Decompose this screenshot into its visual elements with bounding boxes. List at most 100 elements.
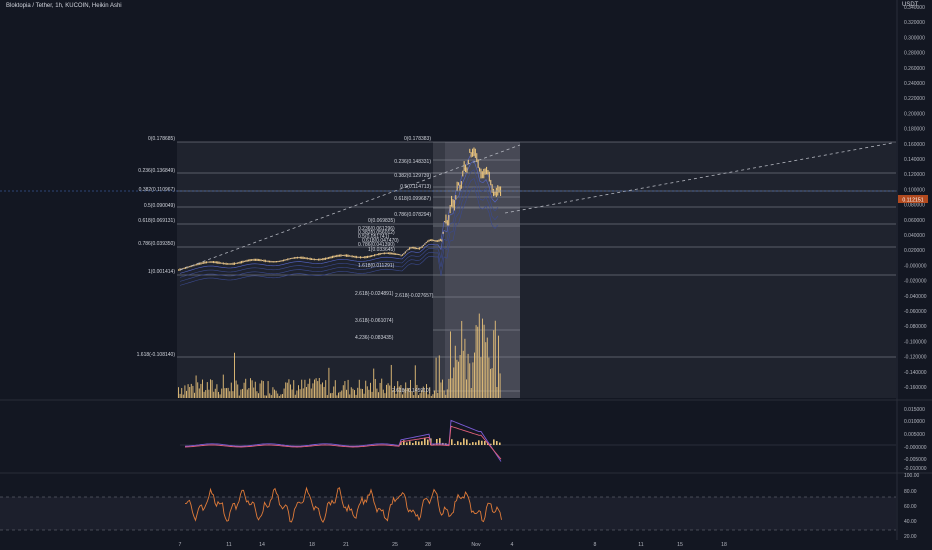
price-candle [402,254,404,256]
volume-bar [229,391,231,398]
volume-bar [406,387,408,398]
macd-signal-line [184,425,502,460]
price-candle [407,248,409,251]
price-candle [287,258,289,261]
price-candle [271,261,273,263]
volume-bar [184,385,186,398]
macd-tick-label: 0.005000 [904,432,925,438]
volume-bar [240,389,242,398]
price-candle [200,262,202,265]
volume-bar [286,382,288,398]
price-candle [346,254,348,257]
price-candle [410,247,412,249]
price-candle [414,246,416,250]
volume-bar [422,386,424,398]
price-candle [203,261,205,264]
price-candle [337,254,339,257]
price-candle [243,260,245,263]
volume-bar [446,389,448,398]
price-candle [354,255,356,258]
volume-bar [448,378,450,398]
macd-axis[interactable]: 0.015000 0.010000 0.005000 -0.000000 -0.0050… [904,407,927,472]
volume-bar [301,379,303,398]
volume-bar [232,391,234,398]
macd-histogram-bar [469,443,471,445]
price-candle [424,243,426,245]
price-candle [252,259,254,261]
volume-bar [403,389,405,398]
volume-bar [363,393,365,398]
volume-bar [262,381,264,398]
price-candle [465,164,467,173]
price-candle [217,261,219,264]
price-candle [320,258,322,261]
volume-bar [491,368,493,398]
price-candle [353,255,355,258]
fib-left-label: 0.236(0.136849) [138,168,175,174]
price-candle [466,167,468,173]
volume-bar [277,393,279,398]
rsi-axis[interactable]: 100.00 80.00 60.00 40.00 20.00 [904,473,920,540]
fib-right-label: 0.382(0.129739) [394,173,431,179]
volume-bar [416,384,418,398]
price-candle [220,262,222,264]
price-candle [381,253,383,255]
price-candle [194,264,196,266]
price-candle [395,253,397,255]
price-candle [459,184,461,191]
price-candle [308,258,310,260]
time-axis[interactable]: 7 11 14 18 21 25 28 Nov 4 8 11 15 18 [179,542,727,548]
volume-bar [429,387,431,398]
pane-divider-2[interactable] [0,472,932,474]
volume-bar [179,393,181,398]
volume-bar [336,395,338,398]
rsi-tick-label: 20.00 [904,534,917,540]
volume-bar [283,388,285,398]
volume-bar [203,391,205,398]
volume-bar [314,379,315,398]
macd-tick-label: -0.010000 [904,466,927,472]
volume-bar [453,367,455,398]
volume-bar [267,381,269,398]
volume-bar [198,388,200,398]
price-candle [374,254,376,257]
price-candle [498,186,500,193]
volume-bar [355,394,357,398]
volume-bar [490,368,491,398]
volume-bar [397,381,399,398]
fib-right-label: 0(0.178383) [404,136,431,142]
volume-bar [443,390,445,398]
price-candle [344,254,346,257]
volume-bar [342,385,344,398]
fib-mid-label: 0.5(0.051741) [358,234,389,240]
price-tick-label: 0.260000 [904,66,925,72]
currency-label[interactable]: USDT [902,2,919,8]
price-candle [476,153,478,163]
volume-bar [230,382,232,398]
fib-mid-label: 4.236(-0.083435) [355,335,394,341]
price-tick-label: -0.020000 [904,279,927,285]
volume-bar [189,387,191,398]
price-candle [304,257,306,259]
price-candle [211,261,213,263]
volume-bar [213,391,215,398]
volume-bar [293,380,295,398]
volume-bar [445,394,447,398]
pane-divider-1[interactable] [0,399,932,401]
volume-bar [458,361,459,398]
volume-bar [341,390,343,398]
rsi-pane [0,486,896,531]
volume-bar [290,384,291,398]
price-candle [322,258,324,261]
macd-histogram-bar [478,440,480,445]
volume-bar [206,382,208,398]
volume-bar [302,388,304,398]
price-candle [493,188,495,197]
price-candle [276,260,278,263]
price-candle [483,168,485,179]
trend-line-1[interactable] [179,144,521,271]
price-candle [416,247,418,250]
volume-bar [288,379,290,398]
price-axis[interactable]: 0.340000 0.320000 0.300000 0.280000 0.260000… [904,5,927,391]
